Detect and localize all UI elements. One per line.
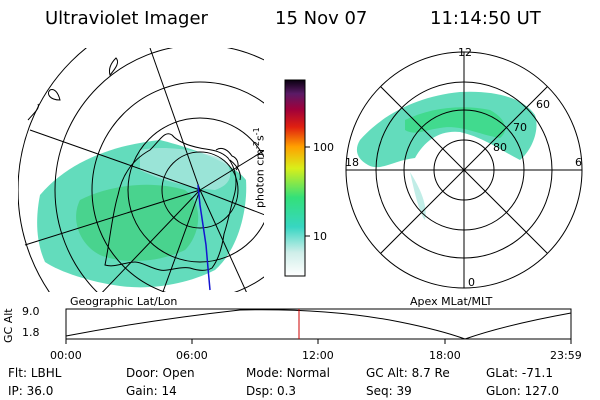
timeline-ytick-high: 9.0 (22, 305, 40, 318)
footer-seq: Seq: 39 (366, 384, 412, 398)
mlat-label-70: 70 (513, 121, 527, 134)
footer-mode: Mode: Normal (246, 366, 330, 380)
footer-flt: Flt: LBHL (8, 366, 62, 380)
apex-polar-plot (345, 51, 583, 289)
geo-aurora-inner (76, 184, 199, 262)
colorbar-tick-10: 10 (313, 230, 327, 243)
footer-gain: Gain: 14 (126, 384, 177, 398)
footer-dsp: Dsp: 0.3 (246, 384, 297, 398)
date-label: 15 Nov 07 (275, 8, 368, 29)
geo-panel-caption: Geographic Lat/Lon (70, 295, 178, 308)
timeline-xtick-0000: 00:00 (50, 349, 82, 362)
timeline-ylabel: GC Alt (2, 308, 15, 343)
apex-aurora-band (356, 91, 537, 168)
gc-alt-curve (65, 309, 572, 340)
gc-alt-timeline (65, 308, 572, 344)
timeline-xtick-1800: 18:00 (429, 349, 461, 362)
timeline-ytick-low: 1.8 (22, 326, 40, 339)
time-label: 11:14:50 UT (430, 8, 541, 29)
footer-ip: IP: 36.0 (8, 384, 54, 398)
mlt-label-0: 0 (468, 276, 475, 289)
mlat-label-60: 60 (536, 98, 550, 111)
mlt-label-6: 6 (575, 156, 582, 169)
geo-coastline (104, 133, 237, 271)
apex-aurora-core (405, 107, 506, 138)
colorbar (284, 79, 310, 277)
mlat-label-80: 80 (493, 141, 507, 154)
timeline-xtick-2359: 23:59 (550, 349, 582, 362)
colorbar-unit-label: photon cm-2s-1 (252, 127, 267, 208)
instrument-title: Ultraviolet Imager (45, 8, 208, 29)
apex-aurora-night (410, 172, 426, 220)
geo-ground-track (197, 184, 211, 291)
footer-glon: GLon: 127.0 (486, 384, 559, 398)
timeline-xtick-1200: 12:00 (302, 349, 334, 362)
colorbar-tick-100: 100 (313, 141, 334, 154)
geo-aurora-patch (140, 148, 231, 190)
footer-glat: GLat: -71.1 (486, 366, 553, 380)
mlt-label-18: 18 (345, 156, 359, 169)
footer-gc-alt: GC Alt: 8.7 Re (366, 366, 450, 380)
geographic-map (18, 48, 264, 292)
timeline-xtick-0600: 06:00 (176, 349, 208, 362)
apex-panel-caption: Apex MLat/MLT (410, 295, 493, 308)
footer-door: Door: Open (126, 366, 195, 380)
mlt-label-12: 12 (458, 46, 472, 59)
